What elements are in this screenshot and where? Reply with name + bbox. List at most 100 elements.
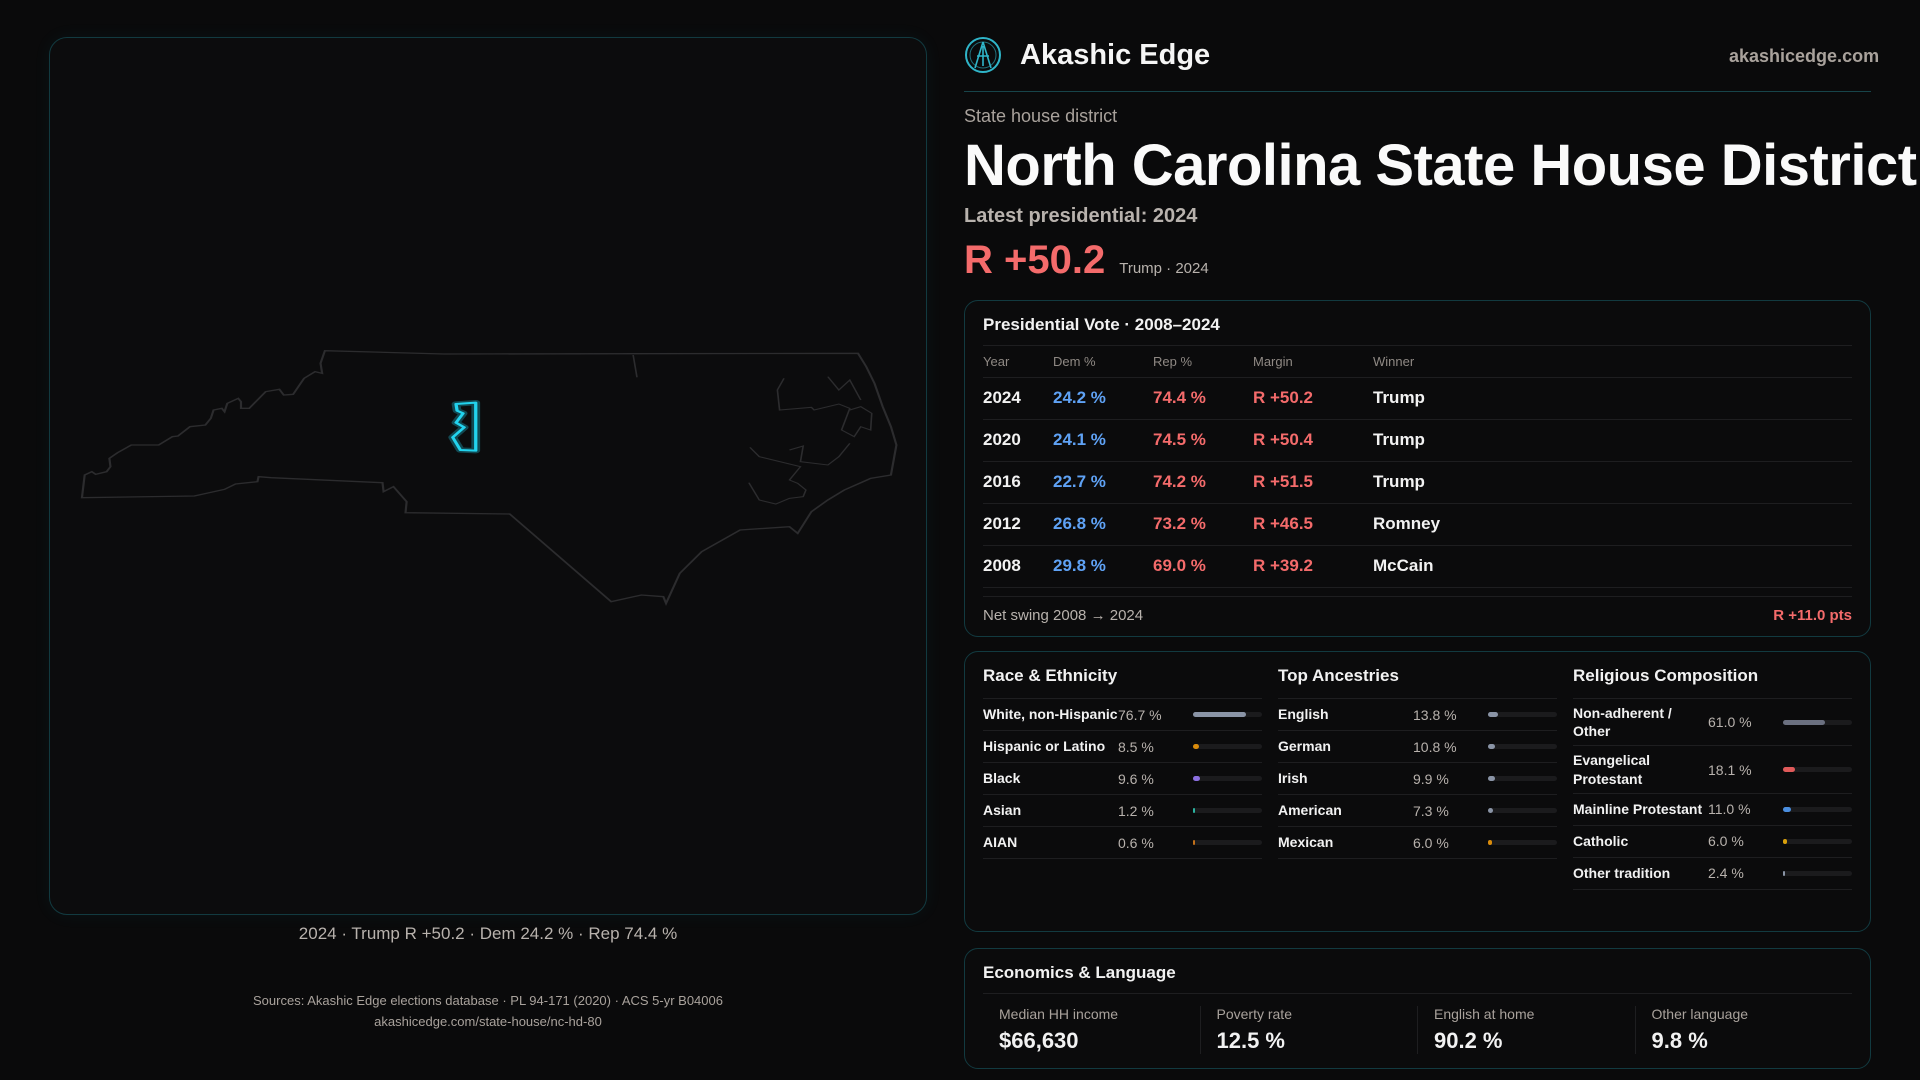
stat-tile: Poverty rate 12.5 %	[1199, 1006, 1418, 1054]
header-divider	[964, 91, 1871, 92]
progress-bar	[1193, 840, 1262, 845]
progress-fill	[1193, 776, 1200, 781]
item-label: Black	[983, 770, 1021, 787]
winner-cell: McCain	[1373, 545, 1852, 588]
demographic-section: Race & Ethnicity White, non-Hispanic 76.7 …	[983, 666, 1262, 917]
margin-cell: R +51.5	[1253, 461, 1373, 504]
headline-margin: R +50.2	[964, 238, 1106, 282]
rep-cell: 73.2 %	[1153, 503, 1253, 546]
progress-bar	[1488, 840, 1557, 845]
progress-fill	[1193, 840, 1195, 845]
stat-value: $66,630	[999, 1028, 1079, 1053]
demographic-section: Religious Composition Non-adherent / Othe…	[1573, 666, 1852, 917]
dem-cell: 22.7 %	[1053, 461, 1153, 504]
rep-cell: 69.0 %	[1153, 545, 1253, 588]
net-swing-value: R +11.0 pts	[1773, 606, 1852, 624]
item-label: English	[1278, 706, 1329, 723]
winner-cell: Trump	[1373, 419, 1852, 462]
list-item: White, non-Hispanic 76.7 %	[983, 699, 1262, 731]
list-item: Hispanic or Latino 8.5 %	[983, 731, 1262, 763]
item-percent: 18.1 %	[1708, 761, 1752, 778]
dem-cell: 29.8 %	[1053, 545, 1153, 588]
section-title: Religious Composition	[1573, 666, 1852, 699]
card-title: Economics & Language	[983, 963, 1852, 994]
item-percent: 11.0 %	[1708, 801, 1751, 818]
margin-cell: R +50.4	[1253, 419, 1373, 462]
list-item: Mainline Protestant 11.0 %	[1573, 794, 1852, 826]
item-label: White, non-Hispanic	[983, 706, 1118, 723]
progress-fill	[1488, 776, 1495, 781]
item-percent: 76.7 %	[1118, 706, 1162, 723]
stat-value: 9.8 %	[1651, 1028, 1708, 1053]
item-label: Asian	[983, 802, 1022, 819]
stat-label: Other language	[1651, 1006, 1749, 1022]
list-item: Other tradition 2.4 %	[1573, 858, 1852, 890]
list-item: AIAN 0.6 %	[983, 827, 1262, 859]
table-row: 2020 24.1 % 74.5 % R +50.4 Trump	[983, 419, 1852, 462]
item-percent: 8.5 %	[1118, 738, 1154, 755]
item-percent: 9.9 %	[1413, 770, 1449, 787]
list-item: American 7.3 %	[1278, 795, 1557, 827]
list-item: Evangelical Protestant 18.1 %	[1573, 746, 1852, 794]
stat-value: 90.2 %	[1434, 1028, 1503, 1053]
progress-bar	[1488, 776, 1557, 781]
page-url[interactable]: akashicedge.com/state-house/nc-hd-80	[374, 1014, 602, 1029]
col-header: Dem %	[1053, 346, 1153, 378]
footer: Sources: Akashic Edge elections database…	[49, 990, 927, 1032]
item-percent: 61.0 %	[1708, 714, 1752, 731]
col-header: Winner	[1373, 346, 1852, 378]
item-percent: 6.0 %	[1708, 833, 1744, 850]
progress-bar	[1783, 838, 1852, 844]
headline-margin-sub: Trump · 2024	[1119, 260, 1209, 277]
progress-fill	[1488, 840, 1493, 845]
margin-cell: R +39.2	[1253, 545, 1373, 588]
rep-cell: 74.4 %	[1153, 377, 1253, 420]
item-label: Evangelical Protestant	[1573, 752, 1651, 787]
stat-label: Poverty rate	[1216, 1006, 1292, 1022]
winner-cell: Trump	[1373, 377, 1852, 420]
item-label: Other tradition	[1573, 865, 1671, 882]
rep-cell: 74.5 %	[1153, 419, 1253, 462]
brand-name: Akashic Edge	[1020, 38, 1211, 71]
item-percent: 10.8 %	[1413, 738, 1457, 755]
brand[interactable]: Akashic Edge	[964, 36, 1210, 74]
progress-fill	[1193, 712, 1246, 717]
stat-tile: Other language 9.8 %	[1634, 1006, 1853, 1054]
demographics-card: Race & Ethnicity White, non-Hispanic 76.7 …	[964, 651, 1871, 932]
year-cell: 2016	[983, 461, 1053, 504]
item-label: German	[1278, 738, 1331, 755]
list-item: Asian 1.2 %	[983, 795, 1262, 827]
col-header: Rep %	[1153, 346, 1253, 378]
item-label: Irish	[1278, 770, 1308, 787]
page-title: North Carolina State House District 80	[964, 133, 1920, 198]
stat-label: Median HH income	[999, 1006, 1119, 1022]
logo-icon	[965, 37, 1001, 73]
card-title: Presidential Vote · 2008–2024	[983, 315, 1852, 346]
item-label: Mexican	[1278, 834, 1334, 851]
dem-cell: 26.8 %	[1053, 503, 1153, 546]
progress-fill	[1783, 870, 1785, 876]
item-label: American	[1278, 802, 1342, 819]
stat-tile: English at home 90.2 %	[1417, 1006, 1635, 1054]
sound-shoreline	[632, 354, 873, 505]
progress-bar	[1783, 806, 1852, 812]
site-link[interactable]: akashicedge.com	[1729, 46, 1880, 66]
list-item: Mexican 6.0 %	[1278, 827, 1557, 859]
table-row: 2016 22.7 % 74.2 % R +51.5 Trump	[983, 461, 1852, 504]
net-swing: Net swing 2008 → 2024 R +11.0 pts	[983, 595, 1852, 624]
winner-cell: Romney	[1373, 503, 1852, 546]
progress-bar	[1488, 744, 1557, 749]
state-map[interactable]	[60, 330, 920, 630]
progress-bar	[1193, 808, 1262, 813]
progress-fill	[1783, 719, 1826, 725]
progress-fill	[1488, 808, 1494, 813]
progress-fill	[1783, 838, 1788, 844]
list-item: German 10.8 %	[1278, 731, 1557, 763]
progress-fill	[1193, 744, 1199, 749]
progress-fill	[1488, 744, 1496, 749]
progress-bar	[1193, 744, 1262, 749]
item-percent: 6.0 %	[1413, 834, 1449, 851]
state-outline	[80, 349, 898, 606]
map-panel	[49, 37, 927, 915]
stat-tile: Median HH income $66,630	[983, 1006, 1200, 1054]
